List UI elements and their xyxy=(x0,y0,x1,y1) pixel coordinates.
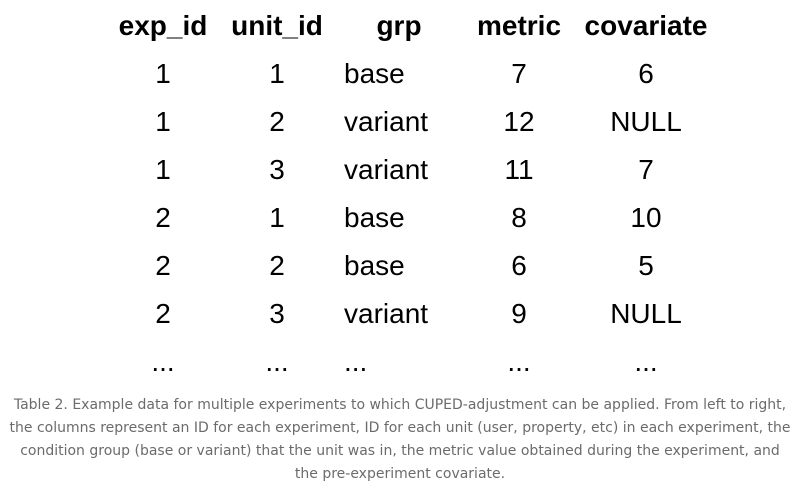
table-caption: Table 2. Example data for multiple exper… xyxy=(9,397,791,482)
data-table: exp_id unit_id grp metric covariate 1 1 … xyxy=(108,2,716,386)
column-header-metric: metric xyxy=(476,10,562,41)
cell-unit-id: 3 xyxy=(269,154,285,185)
cell-grp: base xyxy=(344,202,405,233)
cell-grp: ... xyxy=(344,346,368,377)
cell-exp-id: 2 xyxy=(155,298,171,329)
cell-covariate: 5 xyxy=(638,250,654,281)
table-row: 1 3 variant 11 7 xyxy=(108,146,716,194)
cell-metric: 12 xyxy=(503,106,535,137)
table-row: 2 3 variant 9 NULL xyxy=(108,290,716,338)
cell-covariate: NULL xyxy=(610,298,682,329)
cell-exp-id: 2 xyxy=(155,202,171,233)
cell-unit-id: 1 xyxy=(269,202,285,233)
cell-unit-id: ... xyxy=(265,346,289,377)
cell-metric: ... xyxy=(507,346,531,377)
cell-grp: variant xyxy=(344,298,429,329)
table-row: 1 2 variant 12 NULL xyxy=(108,98,716,146)
cell-exp-id: ... xyxy=(151,346,175,377)
cell-unit-id: 2 xyxy=(269,106,285,137)
cell-covariate: ... xyxy=(634,346,658,377)
column-header-unit-id: unit_id xyxy=(231,10,323,41)
cell-grp: base xyxy=(344,58,405,89)
cell-metric: 11 xyxy=(504,154,534,185)
cell-grp: base xyxy=(344,250,405,281)
column-header-grp: grp xyxy=(376,10,422,41)
cell-exp-id: 1 xyxy=(155,106,171,137)
cell-grp: variant xyxy=(344,106,429,137)
column-header-covariate: covariate xyxy=(584,10,708,41)
cell-covariate: NULL xyxy=(610,106,682,137)
table-row: 1 1 base 7 6 xyxy=(108,50,716,98)
cell-metric: 7 xyxy=(511,58,527,89)
cell-metric: 6 xyxy=(511,250,527,281)
cell-unit-id: 2 xyxy=(269,250,285,281)
cell-metric: 9 xyxy=(511,298,527,329)
cell-exp-id: 1 xyxy=(155,58,171,89)
cell-grp: variant xyxy=(344,154,429,185)
cell-exp-id: 2 xyxy=(155,250,171,281)
cell-unit-id: 3 xyxy=(269,298,285,329)
cell-covariate: 7 xyxy=(638,154,654,185)
cell-exp-id: 1 xyxy=(155,154,171,185)
table-row: 2 1 base 8 10 xyxy=(108,194,716,242)
table-body: 1 1 base 7 6 1 2 variant 12 NULL 1 3 var… xyxy=(108,50,716,386)
table-row: 2 2 base 6 5 xyxy=(108,242,716,290)
cell-metric: 8 xyxy=(511,202,527,233)
column-header-exp-id: exp_id xyxy=(118,10,208,41)
table-row-ellipsis: ... ... ... ... ... xyxy=(108,338,716,386)
cell-unit-id: 1 xyxy=(269,58,285,89)
cell-covariate: 10 xyxy=(630,202,662,233)
cell-covariate: 6 xyxy=(638,58,654,89)
table-header-row: exp_id unit_id grp metric covariate xyxy=(108,2,716,50)
